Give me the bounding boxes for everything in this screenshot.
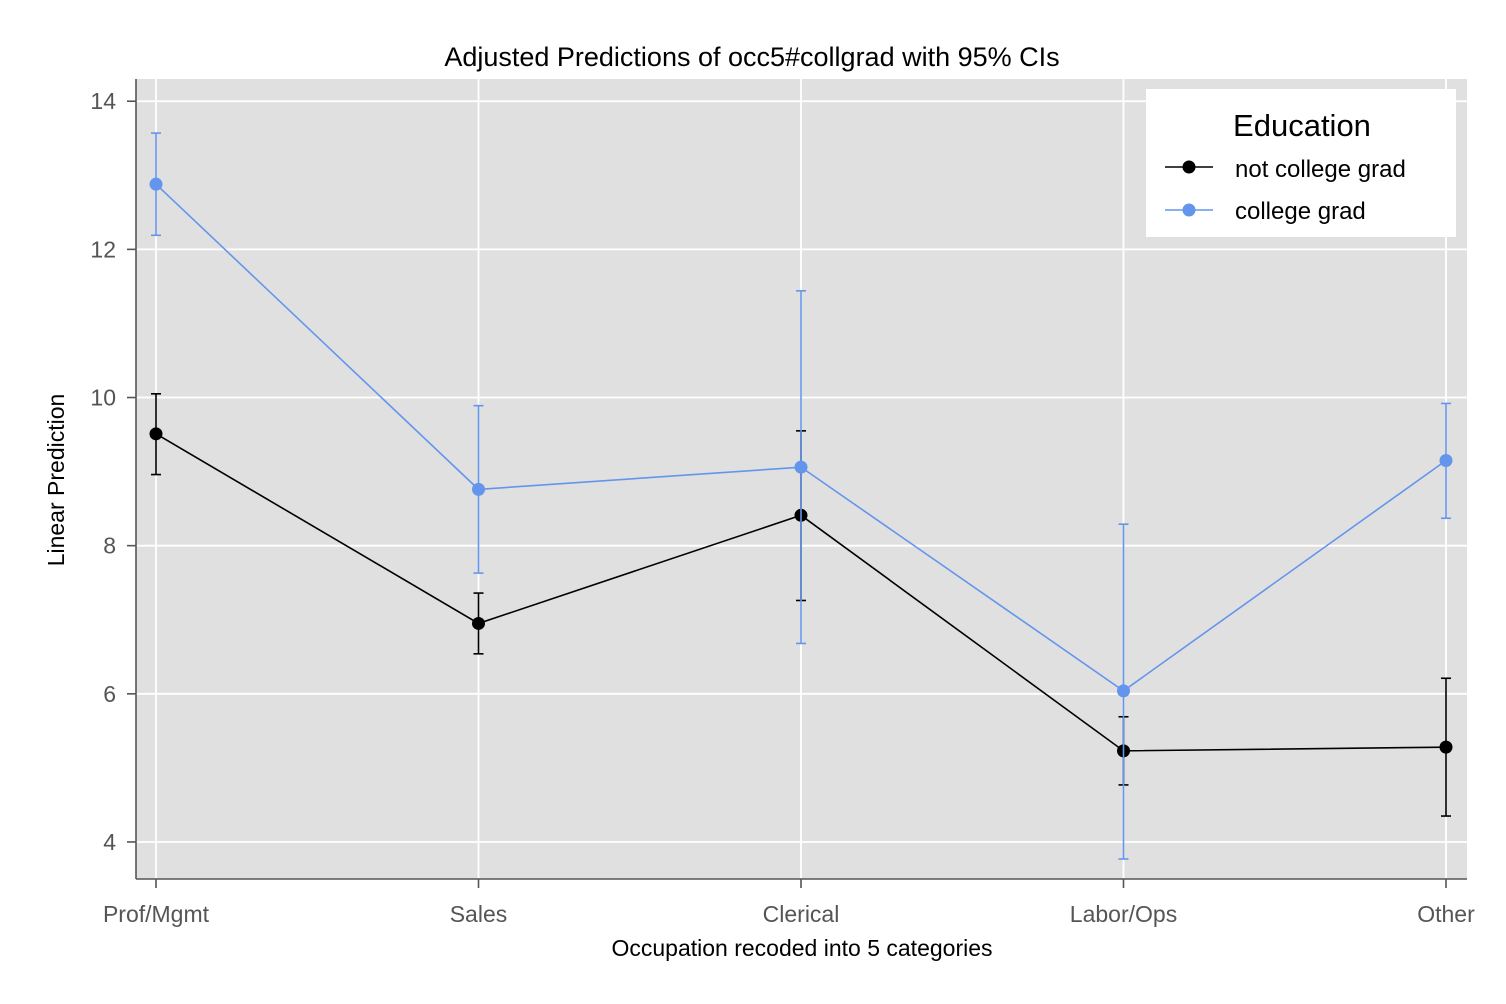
axes: 4 6 8 10 12 14 Prof/Mgmt Sales Clerical Labor/Ops… (90, 79, 1475, 927)
x-tick-label: Prof/Mgmt (103, 901, 210, 927)
series (149, 132, 1453, 860)
data-point (149, 177, 163, 191)
y-tick-label: 8 (103, 533, 116, 559)
x-tick-label: Labor/Ops (1070, 901, 1177, 927)
legend-marker-not-college-grad (1182, 160, 1196, 174)
x-axis-label: Occupation recoded into 5 categories (611, 935, 992, 961)
y-tick-label: 4 (103, 829, 116, 855)
legend: Education not college grad college grad (1146, 89, 1456, 237)
data-point (1439, 740, 1453, 754)
data-point (1439, 453, 1453, 467)
data-point (1117, 684, 1130, 698)
x-tick-label: Sales (450, 901, 508, 927)
chart-title: Adjusted Predictions of occ5#collgrad wi… (444, 42, 1059, 72)
y-tick-label: 6 (103, 681, 116, 707)
legend-label-not-college-grad: not college grad (1235, 156, 1406, 183)
legend-box (1146, 89, 1456, 237)
y-tick-label: 10 (90, 385, 116, 411)
data-point (794, 460, 808, 474)
y-tick-label: 12 (90, 236, 116, 262)
data-point (472, 616, 485, 630)
data-point (472, 482, 485, 496)
series-college-grad (149, 132, 1453, 860)
y-tick-label: 14 (90, 88, 116, 114)
legend-label-college-grad: college grad (1235, 198, 1366, 225)
data-point (149, 427, 163, 441)
x-tick-label: Other (1417, 901, 1475, 927)
legend-title: Education (1233, 108, 1371, 143)
x-tick-label: Clerical (763, 901, 840, 927)
legend-marker-college-grad (1182, 203, 1196, 217)
y-axis-label: Linear Prediction (43, 394, 69, 567)
